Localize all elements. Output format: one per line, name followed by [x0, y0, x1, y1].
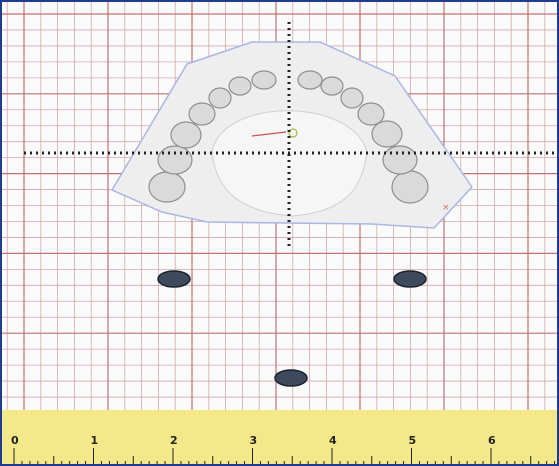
marker-right[interactable] [393, 270, 427, 288]
palate-region [211, 110, 368, 217]
ruler-label: 3 [250, 434, 258, 447]
model-reference-line [251, 131, 287, 137]
model-corner-mark: × [442, 203, 450, 213]
model-center-point [288, 128, 298, 138]
ruler-background [2, 410, 557, 464]
ruler-label: 4 [329, 434, 337, 447]
teeth-left [148, 70, 277, 203]
ruler-label: 6 [488, 434, 496, 447]
marker-left[interactable] [157, 270, 191, 288]
ruler-label: 0 [11, 434, 19, 447]
dental-model-image[interactable]: × [110, 41, 473, 229]
ruler-label: 2 [170, 434, 178, 447]
marker-bottom[interactable] [274, 369, 308, 387]
ruler-label: 1 [91, 434, 99, 447]
ruler[interactable]: 0 1 2 3 4 5 6 [2, 410, 559, 466]
ruler-label: 5 [409, 434, 417, 447]
